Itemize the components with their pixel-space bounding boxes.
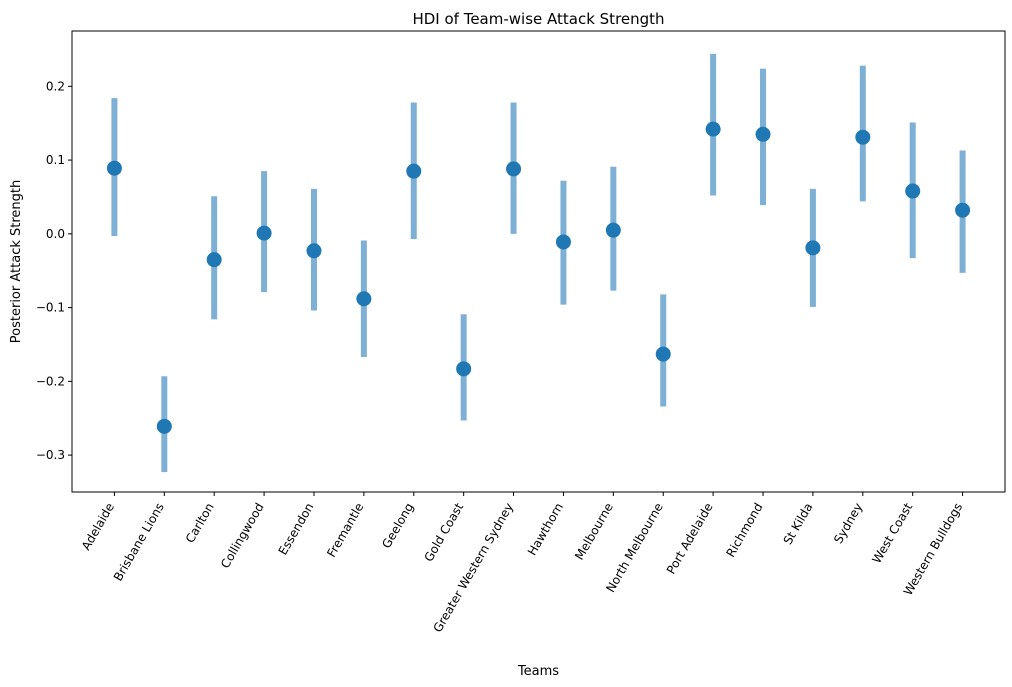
mean-point (605, 222, 621, 238)
plot-frame (71, 30, 1006, 493)
chart-title: HDI of Team-wise Attack Strength (412, 10, 664, 28)
x-tick-label: Fremantle (324, 501, 366, 560)
x-tick-label: Carlton (183, 501, 217, 546)
y-tick-label: 0.2 (46, 79, 65, 93)
x-tick-label: Gold Coast (421, 500, 466, 564)
x-tick-label: Melbourne (572, 501, 616, 563)
x-tick-label: Adelaide (79, 501, 117, 553)
y-tick-label: 0.0 (46, 227, 65, 241)
mean-point (306, 243, 322, 259)
x-tick-label: Brisbane Lions (111, 501, 167, 584)
y-tick-label: −0.3 (36, 448, 65, 462)
mean-point (206, 252, 222, 268)
y-axis-title: Posterior Attack Strength (9, 180, 24, 343)
x-tick-label: Collingwood (218, 501, 267, 571)
mean-point (456, 361, 472, 377)
mean-point (955, 202, 971, 218)
mean-point (256, 225, 272, 241)
mean-point (106, 160, 122, 176)
mean-point (555, 234, 571, 250)
x-tick-label: Essendon (276, 501, 317, 558)
y-tick-label: 0.1 (46, 153, 65, 167)
mean-point (156, 418, 172, 434)
x-tick-label: North Melbourne (603, 501, 665, 595)
x-tick-label: Richmond (723, 501, 765, 560)
x-tick-label: Geelong (379, 501, 416, 551)
x-tick-label: Port Adelaide (664, 501, 716, 577)
hdi-intervals (111, 53, 966, 473)
y-tick-label: −0.2 (36, 374, 65, 388)
mean-point (655, 346, 671, 362)
mean-point (705, 121, 721, 137)
mean-point (506, 161, 522, 177)
mean-point (905, 183, 921, 199)
mean-point (406, 163, 422, 179)
mean-point (805, 240, 821, 256)
x-tick-label: Sydney (831, 501, 865, 546)
y-tick-label: −0.1 (36, 301, 65, 315)
mean-point (356, 291, 372, 307)
mean-point (755, 126, 771, 142)
x-tick-label: West Coast (869, 500, 915, 566)
mean-point (855, 129, 871, 145)
y-axis: −0.3 −0.2 −0.1 0.0 0.1 0.2 (36, 79, 72, 462)
mean-points (106, 121, 971, 434)
x-tick-label: Hawthorn (525, 501, 566, 558)
x-tick-label: St Kilda (781, 501, 816, 548)
x-axis-title: Teams (517, 664, 559, 679)
